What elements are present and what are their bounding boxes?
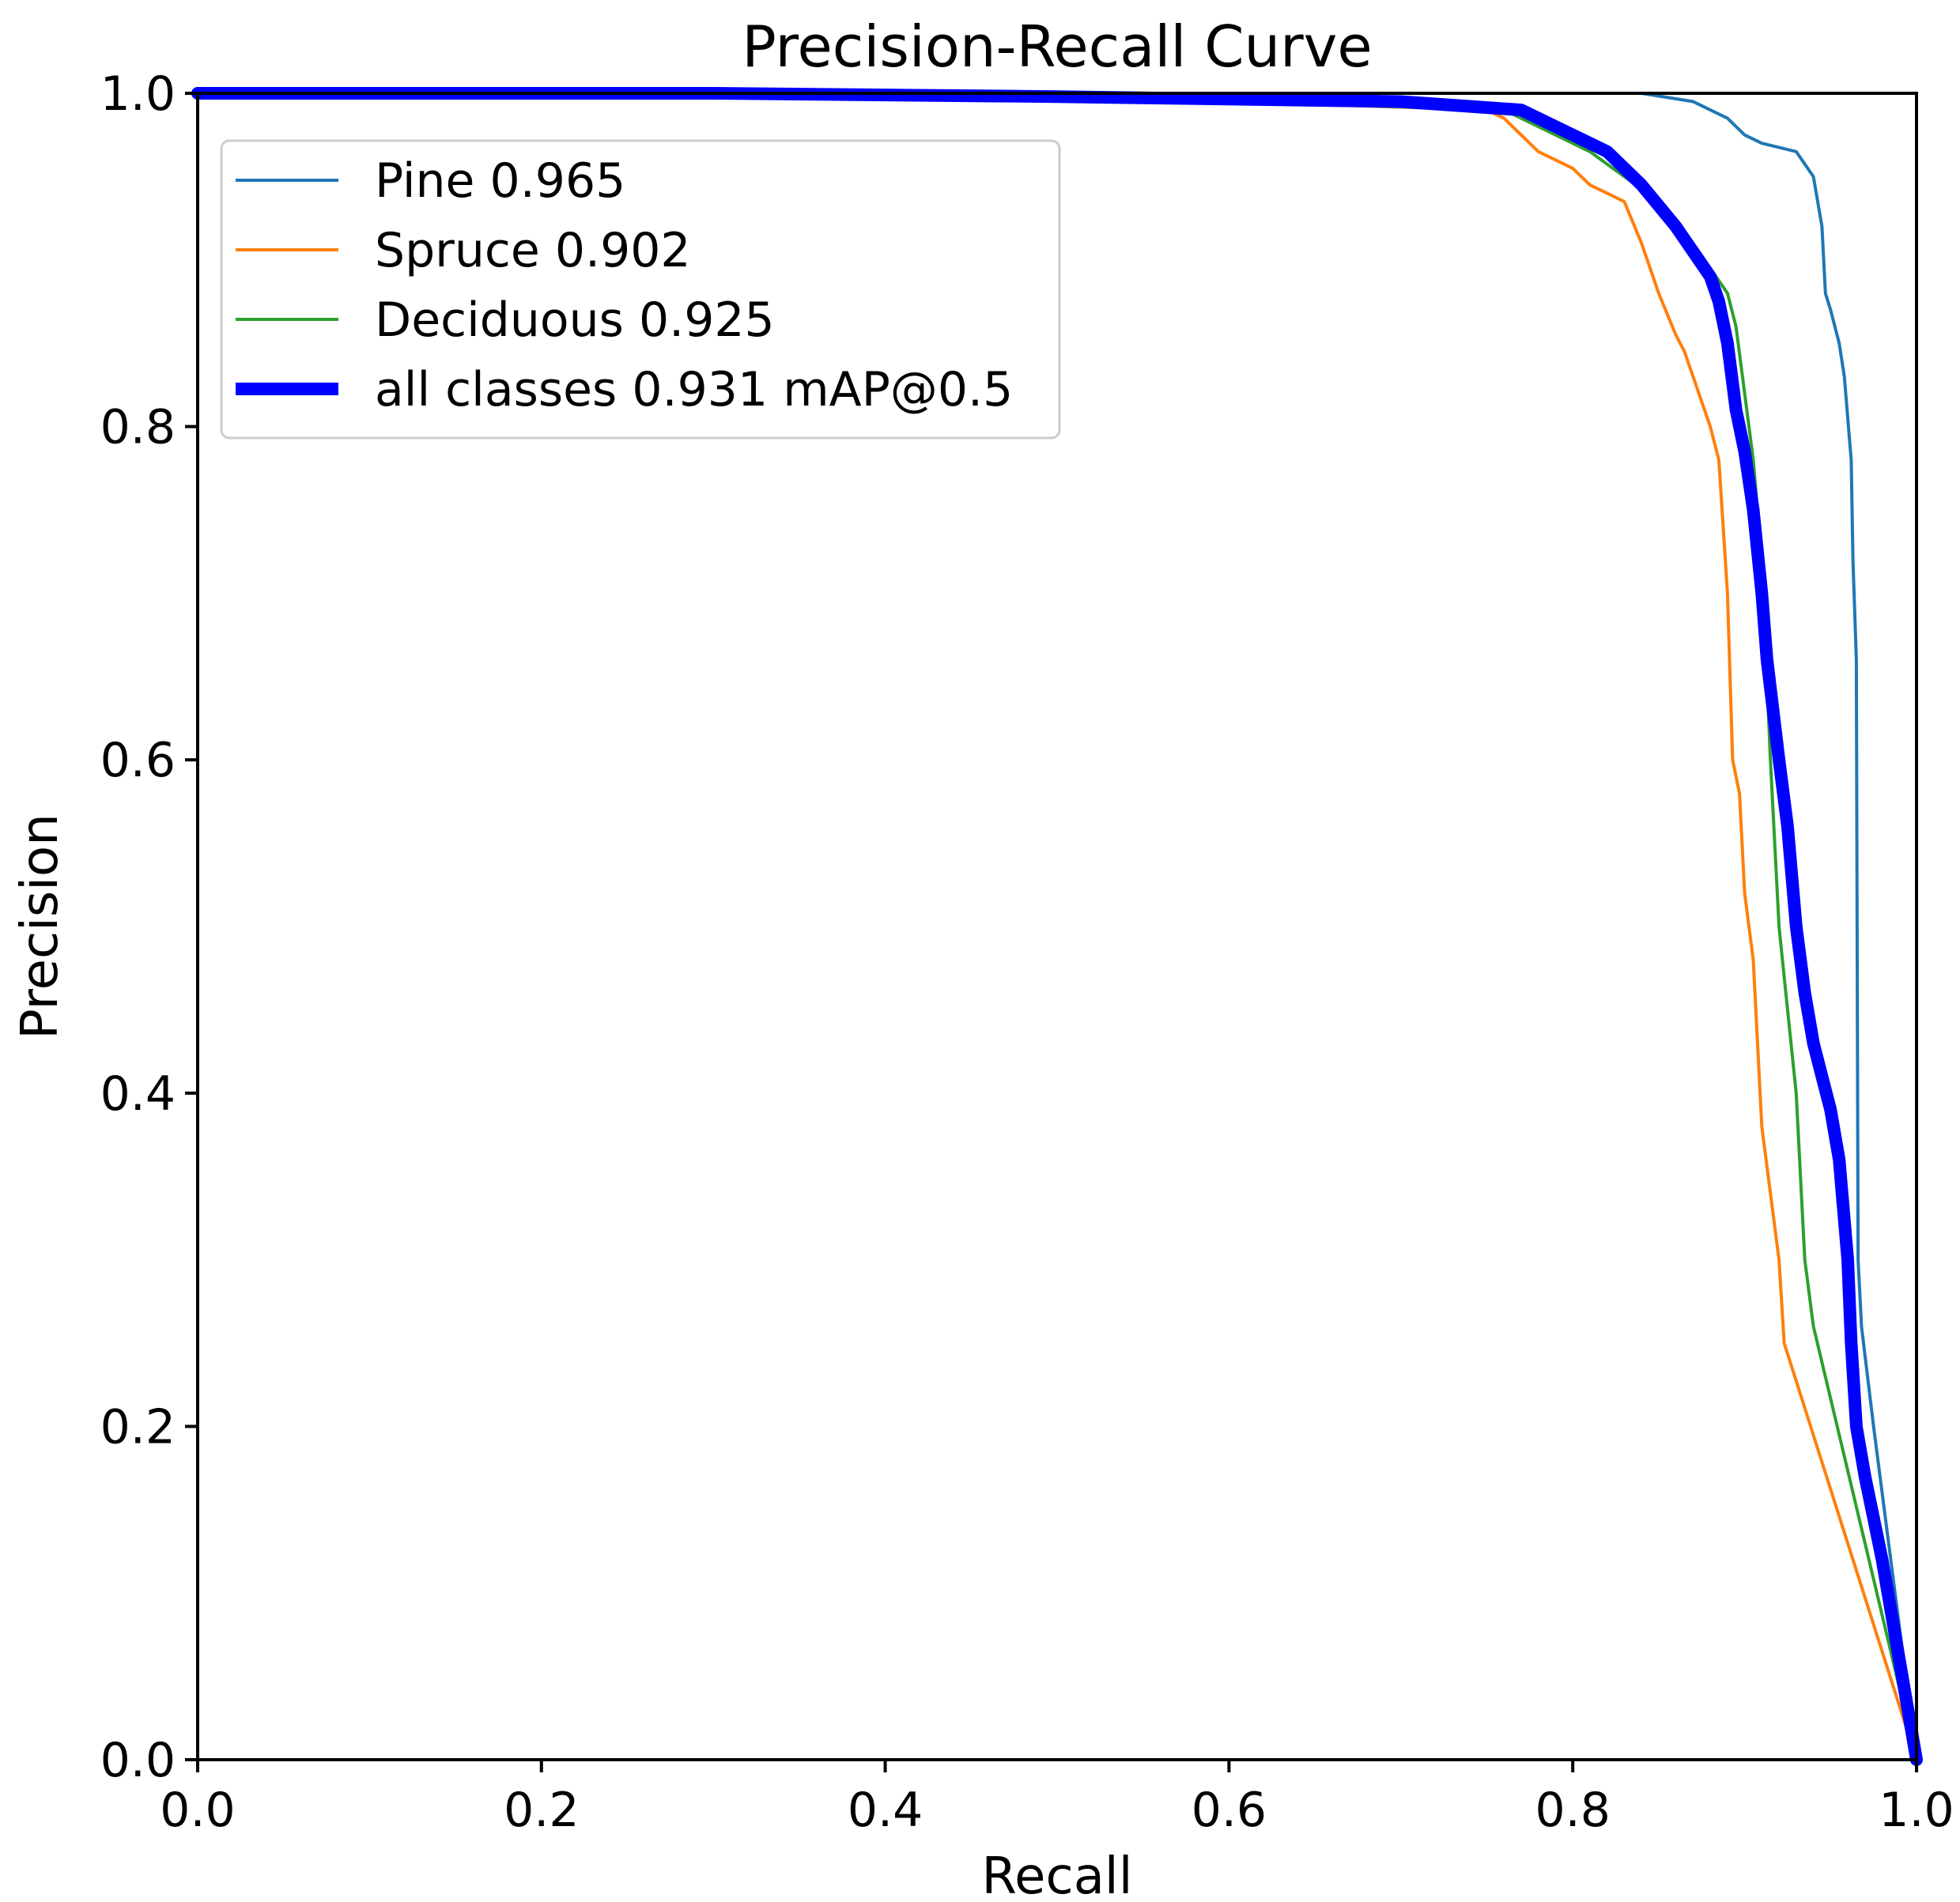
x-tick-label: 0.4 — [848, 1783, 923, 1838]
legend-label-0: Pine 0.965 — [375, 153, 625, 209]
y-tick-label: 0.8 — [100, 400, 176, 455]
series-line-0 — [196, 92, 1918, 1761]
x-tick-label: 1.0 — [1879, 1783, 1954, 1838]
y-tick-label: 1.0 — [100, 66, 176, 122]
x-tick-label: 0.8 — [1535, 1783, 1610, 1838]
x-tick-label: 0.2 — [504, 1783, 579, 1838]
chart-title: Precision-Recall Curve — [742, 13, 1372, 80]
y-tick-label: 0.0 — [100, 1733, 176, 1788]
legend-label-1: Spruce 0.902 — [375, 223, 691, 278]
y-axis-ticks: 0.0 0.2 0.4 0.6 0.8 1.0 — [100, 66, 198, 1788]
y-axis-label: Precision — [11, 813, 70, 1040]
series-line-1 — [196, 92, 1918, 1761]
series-line-3 — [191, 87, 1923, 1766]
x-axis-ticks: 0.0 0.2 0.4 0.6 0.8 1.0 — [160, 1760, 1954, 1838]
x-axis-label: Recall — [982, 1847, 1133, 1902]
x-tick-label: 0.6 — [1191, 1783, 1267, 1838]
y-tick-label: 0.6 — [100, 733, 176, 788]
y-tick-label: 0.4 — [100, 1066, 176, 1122]
legend: Pine 0.965 Spruce 0.902 Deciduous 0.925 all… — [220, 139, 1061, 440]
legend-label-3: all classes 0.931 mAP@0.5 — [375, 362, 1013, 417]
plot-area — [191, 87, 1923, 1766]
y-tick-label: 0.2 — [100, 1399, 176, 1455]
plot-frame — [196, 92, 1918, 1761]
legend-box — [220, 139, 1061, 440]
legend-label-2: Deciduous 0.925 — [375, 292, 775, 348]
x-tick-label: 0.0 — [160, 1783, 235, 1838]
